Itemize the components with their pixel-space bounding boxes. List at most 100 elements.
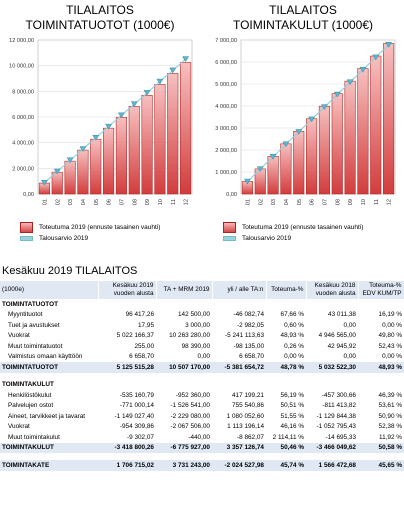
- x-tick-label: 08: [132, 199, 138, 205]
- chart-toimintatuotot: TILALAITOS TOIMINTATUOTOT (1000€) 12 000…: [0, 0, 200, 262]
- x-tick-label: 11: [374, 199, 380, 205]
- x-tick-label: 03: [271, 199, 277, 205]
- y-tick-label: 0,00: [23, 192, 34, 198]
- budget-marker-12: [385, 42, 393, 48]
- cell-value: 1 706 715,02: [98, 460, 156, 471]
- cell-value: 417 199,21: [232, 391, 264, 399]
- legend-item-talousarvio: Talousarvio 2019: [223, 235, 291, 242]
- budget-marker-01: [40, 179, 48, 186]
- table-header-row: (1000e) Kesäkuu 2019 vuoden alusta TA + MR…: [0, 281, 404, 299]
- legend-item-talousarvio: Talousarvio 2019: [20, 235, 88, 242]
- y-tick-label: 1 000,00: [215, 170, 237, 176]
- cell-value: 0,00: [197, 353, 210, 361]
- cell-value: [212, 380, 266, 391]
- bar-11: [370, 55, 382, 195]
- chart-title: TILALAITOS TOIMINTAKULUT (1000€): [203, 3, 403, 33]
- table-row: [0, 373, 404, 380]
- cell-value: -46 082,74: [233, 311, 264, 319]
- cell-value: 255,00: [134, 342, 154, 350]
- x-tick-label: 04: [81, 199, 87, 205]
- cell-value: 0,00: [343, 321, 356, 329]
- cell-value: -1 526 541,00: [170, 402, 210, 410]
- bar-08: [128, 106, 140, 195]
- x-tick-label: 05: [94, 199, 100, 205]
- cell-value: [212, 453, 266, 460]
- budget-marker-02: [53, 168, 61, 175]
- cell-value: 56,19 %: [280, 391, 304, 399]
- row-label: TOIMINTATUOTOT: [0, 362, 98, 373]
- budget-marker-08: [130, 101, 138, 108]
- cell-value: [98, 373, 156, 380]
- cell-value: [306, 373, 358, 380]
- cell-value: [156, 373, 212, 380]
- cell-value: -1 052 795,43: [316, 423, 356, 431]
- cell-value: [266, 380, 306, 391]
- budget-marker-10: [359, 66, 367, 73]
- cell-value: -2 229 080,00: [170, 412, 210, 420]
- cell-value: -2 067 506,00: [170, 423, 210, 431]
- x-tick-label: 10: [361, 199, 367, 205]
- column-header: yli / alle TA:n: [212, 281, 267, 299]
- y-tick-label: 7 000,00: [215, 38, 237, 44]
- cell-value: [156, 380, 212, 391]
- x-tick-label: 12: [184, 199, 190, 205]
- table-row: Valmistus omaan käyttöön 6 658,70 0,00 6 65…: [0, 352, 404, 363]
- budget-marker-11: [372, 54, 380, 61]
- bar-05: [90, 138, 102, 195]
- y-tick-label: 10 000,00: [9, 64, 34, 70]
- row-label: TOIMINTAKATE: [0, 460, 98, 471]
- cell-value: [358, 380, 404, 391]
- chart-title-line-1: TILALAITOS: [269, 3, 337, 17]
- x-tick-label: 03: [68, 199, 74, 205]
- cell-value: 50,58 %: [358, 442, 404, 453]
- x-tick-label: 05: [297, 199, 303, 205]
- legend-swatch-line: [20, 236, 33, 241]
- y-tick-label: 12 000,00: [9, 38, 34, 44]
- table-title: Kesäkuu 2019 TILALAITOS: [2, 265, 138, 277]
- legend-label: Talousarvio 2019: [242, 235, 292, 242]
- table-row: Muut toimintatuotot 255,00 98 390,00 -98 13…: [0, 341, 404, 352]
- cell-value: 96 417,26: [125, 311, 154, 319]
- budget-marker-12: [182, 56, 190, 63]
- bar-06: [306, 118, 318, 195]
- cell-value: 5 022 166,37: [116, 332, 154, 340]
- chart-plot: 7 000,00 6 000,00 5 000,00 4 000,00 3 000,00…: [215, 38, 396, 205]
- cell-value: -3 466 049,62: [306, 442, 358, 453]
- cell-value: 46,16 %: [280, 423, 304, 431]
- table-row: Aineet, tarvikkeet ja tavarat -1 149 027,…: [0, 411, 404, 422]
- y-tick-label: 6 000,00: [12, 115, 34, 121]
- x-tick-label: 10: [158, 199, 164, 205]
- cell-value: [306, 453, 358, 460]
- bar-09: [141, 95, 153, 195]
- bar-04: [280, 143, 292, 195]
- cell-value: [98, 453, 156, 460]
- cell-value: [358, 453, 404, 460]
- budget-marker-11: [169, 67, 177, 74]
- x-tick-label: 04: [284, 199, 290, 205]
- chart-title-line-2: TOIMINTATUOTOT (1000€): [25, 18, 175, 32]
- cell-value: [156, 299, 212, 310]
- y-tick-label: 5 000,00: [215, 82, 237, 88]
- cell-value: -1 129 844,38: [316, 412, 356, 420]
- cell-value: -771 000,14: [119, 402, 154, 410]
- cell-value: 48,93 %: [280, 332, 304, 340]
- budget-marker-09: [346, 79, 354, 86]
- x-tick-label: 07: [322, 199, 328, 205]
- bar-12: [180, 62, 192, 195]
- cell-value: 10 263 280,00: [169, 332, 210, 340]
- row-label: TOIMINTAKULUT: [2, 381, 54, 389]
- y-tick-label: 4 000,00: [12, 141, 34, 147]
- cell-value: [306, 380, 358, 391]
- legend-item-toteutuma: Toteutuma 2019 (ennuste tasainen vauhti): [223, 222, 363, 233]
- x-tick-label: 12: [387, 199, 393, 205]
- table-row: Myyntituotot 96 417,26 142 500,00 -46 082,7…: [0, 310, 404, 321]
- cell-value: 5 125 515,28: [98, 362, 156, 373]
- x-tick-label: 02: [258, 199, 264, 205]
- x-tick-label: 02: [55, 199, 61, 205]
- cell-value: -3 418 800,26: [98, 442, 156, 453]
- budget-marker-07: [320, 104, 328, 111]
- cell-value: 43 011,38: [328, 311, 356, 319]
- x-tick-label: 01: [42, 199, 48, 205]
- column-header: Kesäkuu 2019 vuoden alusta: [98, 281, 157, 299]
- cell-value: 0,60 %: [284, 321, 304, 329]
